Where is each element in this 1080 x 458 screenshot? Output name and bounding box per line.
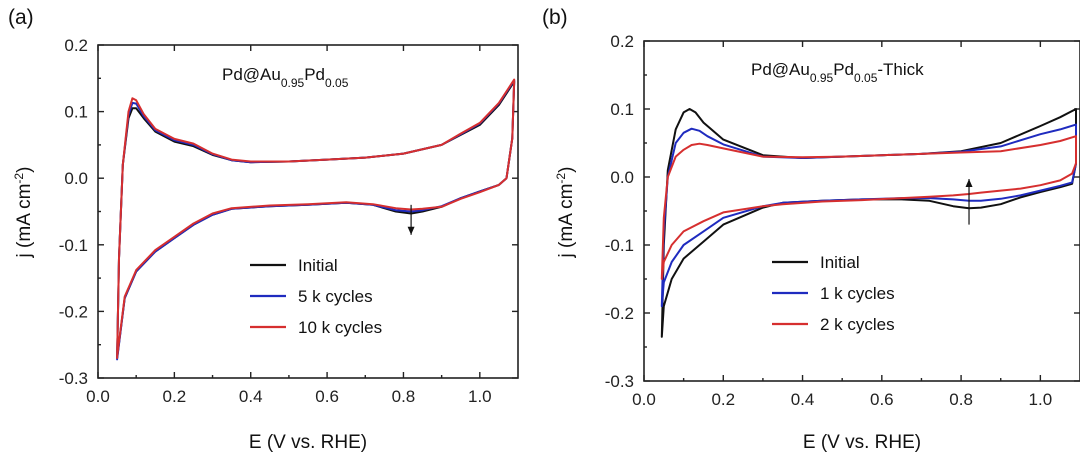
y-tick-label: 0.2 xyxy=(610,32,634,51)
x-tick-label: 0.4 xyxy=(239,387,263,406)
y-tick-label: 0.0 xyxy=(64,169,88,188)
chart-title: Pd@Au0.95Pd0.05-Thick xyxy=(751,60,924,85)
series-line-1 xyxy=(660,123,1077,308)
cv-chart-a: (a) Pd@Au0.95Pd0.05 E (V vs. RHE) j (mA … xyxy=(8,6,519,453)
y-tick-label: -0.1 xyxy=(59,236,88,255)
legend-label: 5 k cycles xyxy=(298,287,373,306)
legend-label: Initial xyxy=(298,256,338,275)
y-tick-label: -0.1 xyxy=(605,236,634,255)
chart-panel-b: (b) Pd@Au0.95Pd0.05-Thick E (V vs. RHE) … xyxy=(540,0,1080,458)
chart-panel-a: (a) Pd@Au0.95Pd0.05 E (V vs. RHE) j (mA … xyxy=(8,6,519,453)
series-line-2 xyxy=(660,135,1077,280)
cv-chart-b: (b) Pd@Au0.95Pd0.05-Thick E (V vs. RHE) … xyxy=(542,6,1080,453)
y-tick-label: -0.2 xyxy=(605,304,634,323)
chart-title: Pd@Au0.95Pd0.05 xyxy=(222,65,349,90)
series-line-2 xyxy=(116,78,516,359)
plot-frame xyxy=(97,44,519,379)
series-line-0 xyxy=(116,80,516,359)
y-tick-label: 0.0 xyxy=(610,168,634,187)
y-tick-label: -0.2 xyxy=(59,302,88,321)
y-axis-label: j (mA cm-2) xyxy=(554,167,577,259)
y-tick-label: 0.2 xyxy=(64,36,88,55)
y-axis-label: j (mA cm-2) xyxy=(12,167,35,259)
legend-label: 2 k cycles xyxy=(820,315,895,334)
x-axis-label: E (V vs. RHE) xyxy=(249,432,367,453)
x-tick-label: 0.4 xyxy=(791,390,815,409)
x-tick-label: 0.0 xyxy=(632,390,656,409)
y-tick-label: -0.3 xyxy=(605,372,634,391)
panel-label: (b) xyxy=(542,6,568,29)
legend-label: 1 k cycles xyxy=(820,284,895,303)
x-tick-label: 0.0 xyxy=(86,387,110,406)
x-tick-label: 1.0 xyxy=(1029,390,1053,409)
x-tick-label: 0.6 xyxy=(315,387,339,406)
x-tick-label: 1.0 xyxy=(468,387,492,406)
x-tick-label: 0.6 xyxy=(870,390,894,409)
trend-arrow-head xyxy=(407,226,415,235)
x-axis-label: E (V vs. RHE) xyxy=(803,432,921,453)
y-tick-label: 0.1 xyxy=(610,100,634,119)
legend-label: Initial xyxy=(820,253,860,272)
x-tick-label: 0.2 xyxy=(163,387,187,406)
trend-arrow-head xyxy=(965,179,973,188)
y-tick-label: 0.1 xyxy=(64,103,88,122)
y-tick-label: -0.3 xyxy=(59,369,88,388)
x-tick-label: 0.8 xyxy=(949,390,973,409)
plot-frame xyxy=(643,40,1080,382)
legend-label: 10 k cycles xyxy=(298,318,382,337)
x-tick-label: 0.2 xyxy=(711,390,735,409)
panel-label: (a) xyxy=(8,6,34,29)
x-tick-label: 0.8 xyxy=(392,387,416,406)
